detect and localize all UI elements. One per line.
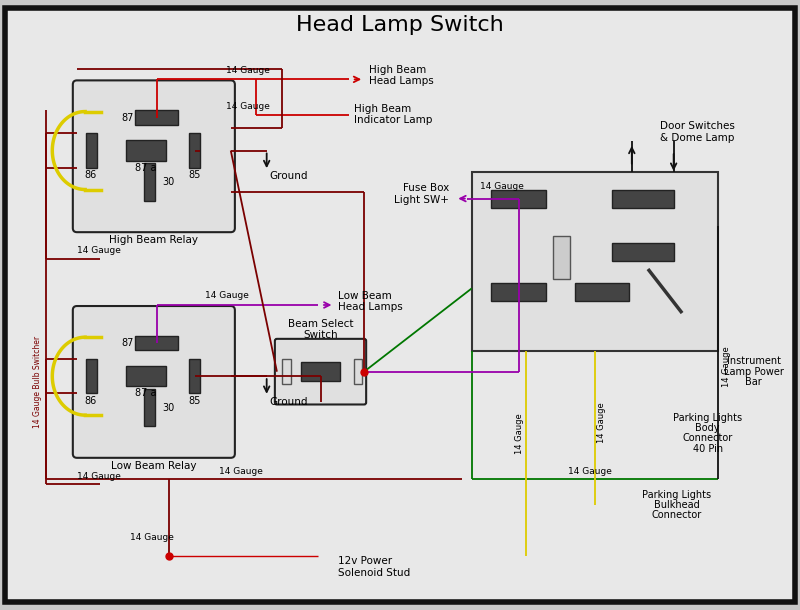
Bar	[575, 283, 630, 301]
Text: 12v Power: 12v Power	[338, 556, 393, 567]
Text: Indicator Lamp: Indicator Lamp	[354, 115, 432, 126]
Text: Door Switches: Door Switches	[660, 121, 735, 131]
Text: 14 Gauge Bulb Switcher: 14 Gauge Bulb Switcher	[34, 336, 42, 428]
Bar	[612, 190, 674, 207]
Text: 14 Gauge: 14 Gauge	[226, 66, 270, 74]
Text: & Dome Lamp: & Dome Lamp	[660, 133, 734, 143]
Text: Body: Body	[695, 423, 720, 433]
Text: Head Lamps: Head Lamps	[338, 302, 403, 312]
Text: Ground: Ground	[270, 171, 308, 181]
Text: 86: 86	[85, 396, 97, 406]
Bar	[144, 389, 154, 426]
Bar	[491, 283, 546, 301]
Text: Head Lamp Switch: Head Lamp Switch	[296, 15, 504, 35]
Bar	[302, 362, 340, 381]
Text: 14 Gauge: 14 Gauge	[722, 346, 730, 387]
Bar	[354, 359, 362, 384]
Text: 87 a: 87 a	[135, 389, 157, 398]
Text: Connector: Connector	[652, 510, 702, 520]
Text: Light SW+: Light SW+	[394, 195, 450, 204]
Text: 87 a: 87 a	[135, 163, 157, 173]
Text: 14 Gauge: 14 Gauge	[77, 472, 121, 481]
Text: Parking Lights: Parking Lights	[642, 490, 711, 500]
Text: 14 Gauge: 14 Gauge	[226, 101, 270, 110]
Text: 14 Gauge: 14 Gauge	[77, 246, 121, 255]
Text: 85: 85	[189, 396, 201, 406]
Bar	[472, 171, 718, 351]
Text: 87: 87	[121, 338, 134, 348]
Text: 14 Gauge: 14 Gauge	[597, 403, 606, 443]
Bar	[86, 134, 97, 168]
Text: Bar: Bar	[746, 377, 762, 387]
Bar	[190, 134, 200, 168]
Text: 14 Gauge: 14 Gauge	[515, 413, 524, 454]
Bar	[612, 243, 674, 262]
Bar	[126, 140, 166, 160]
Text: 86: 86	[85, 170, 97, 180]
Bar	[86, 359, 97, 393]
Text: Fuse Box: Fuse Box	[403, 184, 450, 193]
Text: 14 Gauge: 14 Gauge	[568, 467, 612, 476]
Text: Head Lamps: Head Lamps	[370, 76, 434, 87]
Text: High Beam Relay: High Beam Relay	[110, 235, 198, 245]
Text: Switch: Switch	[303, 330, 338, 340]
Text: Solenoid Stud: Solenoid Stud	[338, 568, 410, 578]
Text: Beam Select: Beam Select	[288, 320, 354, 329]
Text: Instrument: Instrument	[727, 356, 781, 367]
Bar	[282, 359, 290, 384]
Bar	[126, 366, 166, 386]
Text: Ground: Ground	[270, 397, 308, 407]
Text: 14 Gauge: 14 Gauge	[480, 182, 524, 191]
Text: Parking Lights: Parking Lights	[673, 413, 742, 423]
Bar	[553, 236, 570, 279]
Text: High Beam: High Beam	[354, 104, 411, 114]
Text: High Beam: High Beam	[370, 65, 426, 75]
Text: 85: 85	[189, 170, 201, 180]
Bar	[135, 336, 178, 350]
Text: Lamp Power: Lamp Power	[724, 367, 784, 376]
FancyBboxPatch shape	[275, 339, 366, 404]
FancyBboxPatch shape	[73, 306, 235, 458]
Text: 14 Gauge: 14 Gauge	[219, 467, 263, 476]
FancyBboxPatch shape	[73, 81, 235, 232]
Text: 40 Pin: 40 Pin	[693, 443, 722, 454]
Text: 30: 30	[162, 177, 174, 187]
Text: Low Beam Relay: Low Beam Relay	[111, 461, 197, 471]
Text: 87: 87	[121, 112, 134, 123]
Bar	[135, 110, 178, 124]
Bar	[144, 163, 154, 201]
Text: 14 Gauge: 14 Gauge	[130, 533, 174, 542]
Text: Connector: Connector	[682, 433, 733, 443]
Bar	[190, 359, 200, 393]
Bar	[491, 190, 546, 207]
Text: Low Beam: Low Beam	[338, 291, 392, 301]
Text: 30: 30	[162, 403, 174, 413]
Text: 14 Gauge: 14 Gauge	[205, 291, 249, 300]
Text: Bulkhead: Bulkhead	[654, 500, 700, 510]
